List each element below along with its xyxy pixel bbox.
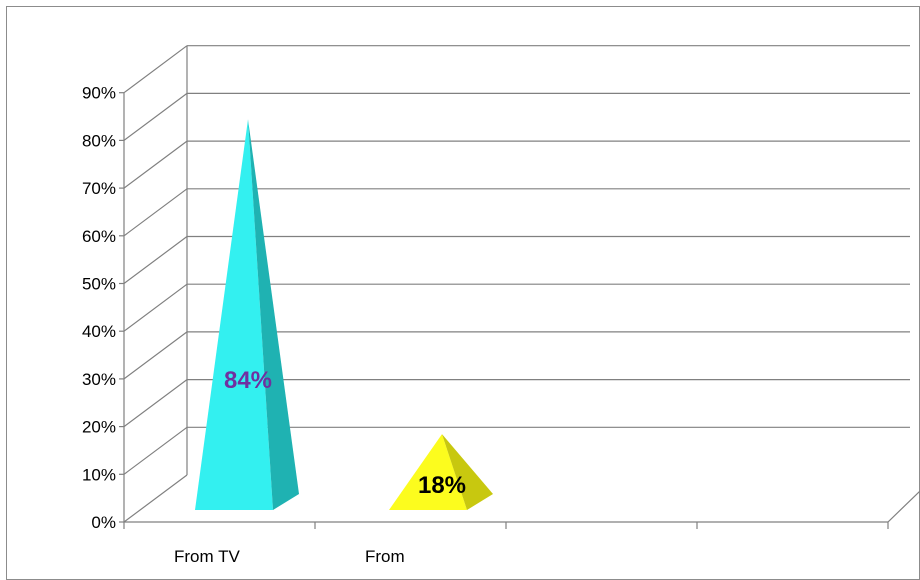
bars <box>195 119 493 510</box>
pyramid-side-face <box>248 119 299 510</box>
y-tick-label: 0% <box>91 513 116 532</box>
y-tick-label: 30% <box>82 370 116 389</box>
y-tick-label: 20% <box>82 418 116 437</box>
y-tick-label: 80% <box>82 131 116 150</box>
x-axis: From TV From <box>123 490 920 566</box>
gridline-diagonal <box>123 331 188 380</box>
gridline-diagonal <box>123 236 188 284</box>
data-label: 18% <box>418 472 466 499</box>
gridline-diagonal <box>123 92 188 141</box>
x-category-label: From TV <box>174 547 240 566</box>
data-labels: 84% 18% <box>224 367 466 499</box>
gridline-diagonal <box>123 474 188 523</box>
pyramid-side-face <box>442 434 493 510</box>
gridlines <box>123 45 910 523</box>
x-category-label: From <box>365 547 405 566</box>
pyramid-front-face <box>389 434 467 510</box>
y-tick-label: 90% <box>82 84 116 103</box>
y-tick-label: 10% <box>82 465 116 484</box>
y-axis: 0% 10% 20% 30% 40% 50% 60% 70% 80% 90% <box>82 45 188 532</box>
pyramid-front-face <box>195 119 273 510</box>
gridline-diagonal <box>123 426 188 475</box>
y-tick-label: 50% <box>82 275 116 294</box>
gridline-diagonal <box>123 140 188 189</box>
gridline-diagonal <box>123 379 188 428</box>
y-tick-label: 70% <box>82 179 116 198</box>
gridline-diagonal <box>123 45 188 94</box>
gridline-diagonal <box>123 188 188 237</box>
y-tick-label: 40% <box>82 322 116 341</box>
data-label: 84% <box>224 367 272 394</box>
floor-right-edge <box>887 490 920 523</box>
gridline-diagonal <box>123 283 188 332</box>
y-tick-label: 60% <box>82 227 116 246</box>
